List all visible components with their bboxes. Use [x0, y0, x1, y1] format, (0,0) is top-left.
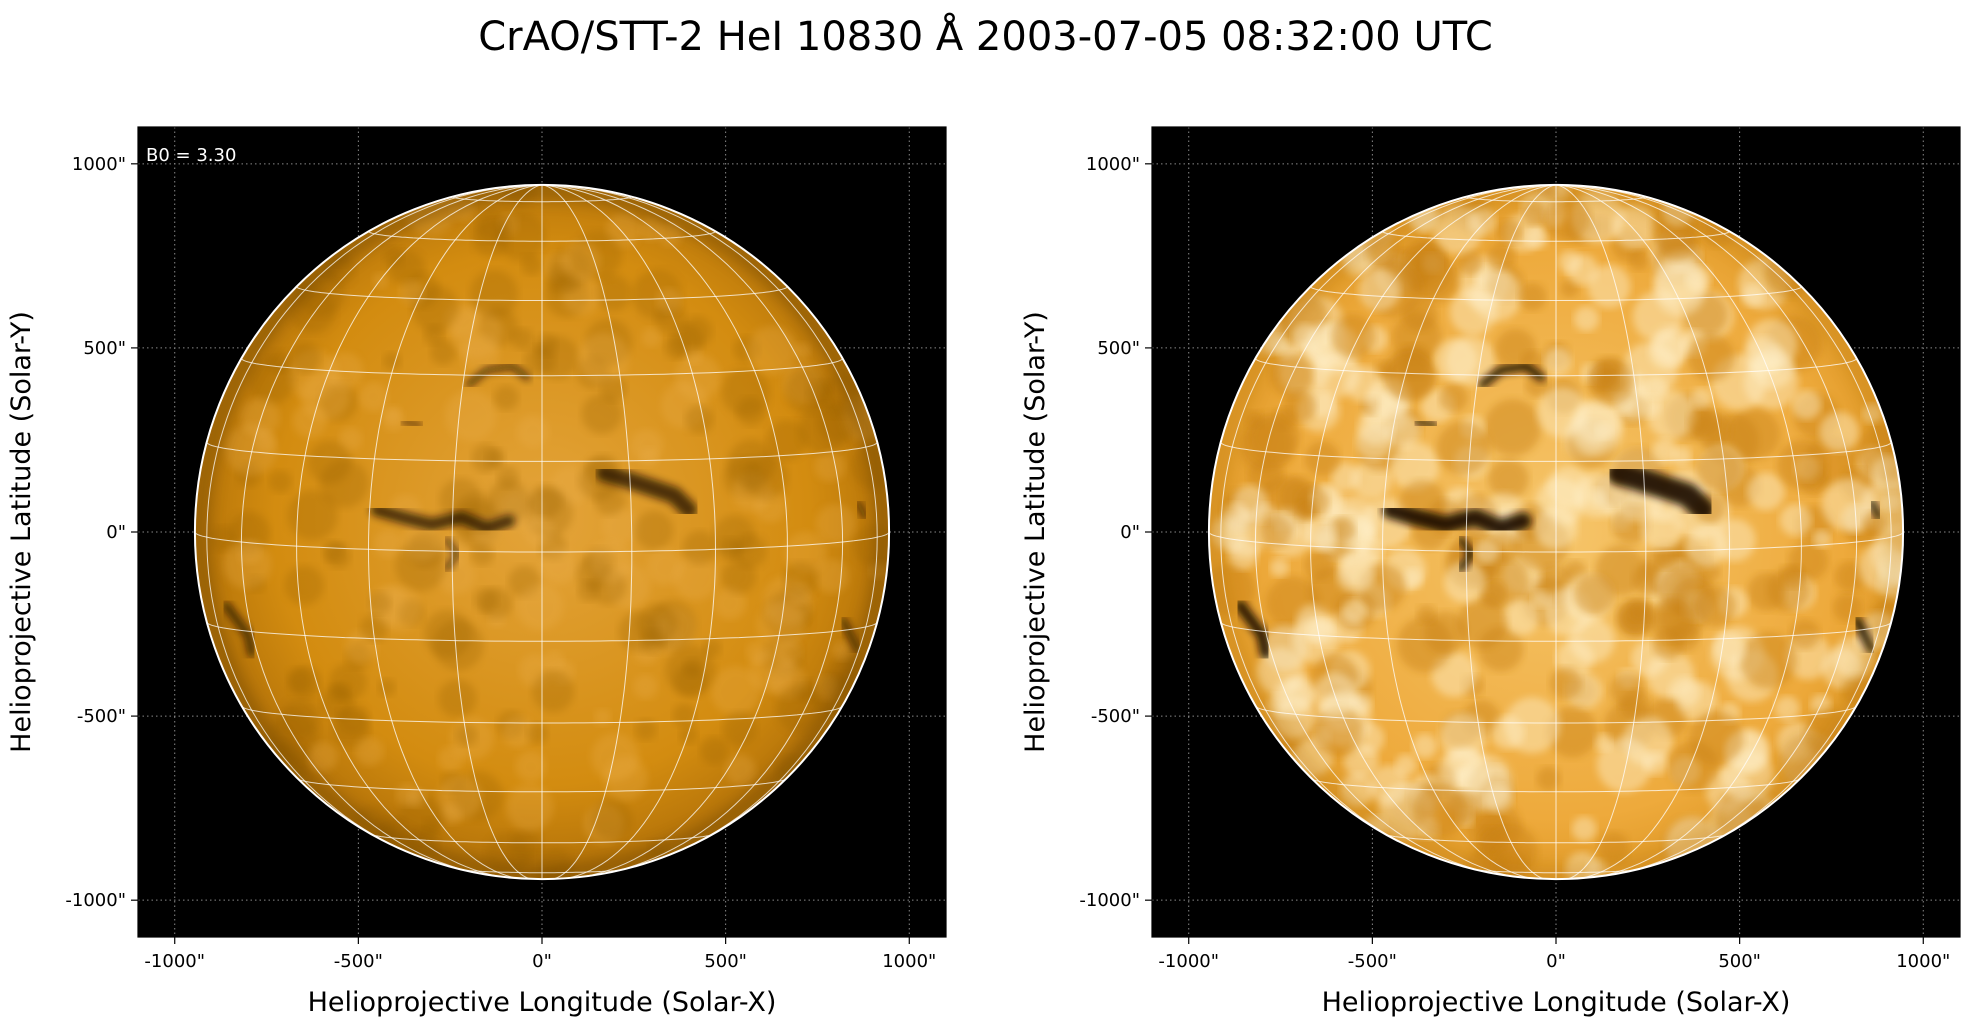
filament [1852, 615, 1877, 655]
y-tick-label: -1000" [1079, 890, 1140, 911]
x-tick-label: 1000" [882, 951, 936, 972]
filament [839, 617, 862, 654]
x-tick-label: 500" [704, 951, 747, 972]
y-tick-label: -1000" [65, 890, 126, 911]
filament [1234, 599, 1272, 660]
panel-right: -1000" -1000" -500" -500" 0" 0" 500" 500" 1000" 1… [1020, 126, 1961, 1018]
filament [1413, 418, 1438, 429]
x-tick-label: 500" [1718, 951, 1761, 972]
y-tick-label: 0" [1120, 522, 1140, 543]
x-tick-label: -500" [334, 951, 383, 972]
y-tick-label: 1000" [1086, 154, 1140, 175]
filament [595, 464, 698, 519]
solar-limb [1207, 183, 1905, 881]
y-tick-label: 500" [1097, 338, 1140, 359]
filament [465, 363, 531, 388]
filament [443, 536, 461, 572]
x-tick-label: -1000" [1158, 951, 1219, 972]
x-tick-label: 0" [532, 951, 552, 972]
y-tick-label: -500" [1091, 706, 1140, 727]
y-tick-label: 500" [83, 338, 126, 359]
filament [1381, 501, 1532, 538]
y-axis-label: Helioprojective Latitude (Solar-Y) [1020, 311, 1051, 753]
x-axis-label: Helioprojective Longitude (Solar-X) [308, 987, 777, 1018]
y-tick-label: 1000" [72, 154, 126, 175]
b0-annotation: B0 = 3.30 [146, 145, 236, 166]
x-axis-label: Helioprojective Longitude (Solar-X) [1322, 987, 1791, 1018]
filament [1868, 498, 1883, 521]
filament [1478, 362, 1546, 389]
y-tick-label: -500" [77, 706, 126, 727]
x-tick-label: -500" [1348, 951, 1397, 972]
y-tick-label: 0" [106, 522, 126, 543]
filament [855, 499, 868, 520]
x-tick-label: -1000" [144, 951, 205, 972]
filament [400, 419, 424, 428]
filament [222, 601, 256, 658]
filament [1606, 461, 1715, 522]
figure-title: CrAO/STT-2 HeI 10830 Å 2003-07-05 08:32:… [478, 14, 1493, 60]
x-tick-label: 0" [1546, 951, 1566, 972]
panel-left: -1000" -1000" -500" -500" 0" 0" 500" 500" 1000" 1… [6, 126, 947, 1018]
filament [1456, 535, 1476, 573]
x-tick-label: 1000" [1896, 951, 1950, 972]
filament [370, 503, 516, 535]
solar-limb [193, 183, 891, 881]
heliographic-grid [1208, 184, 1904, 880]
y-axis-label: Helioprojective Latitude (Solar-Y) [6, 311, 37, 753]
